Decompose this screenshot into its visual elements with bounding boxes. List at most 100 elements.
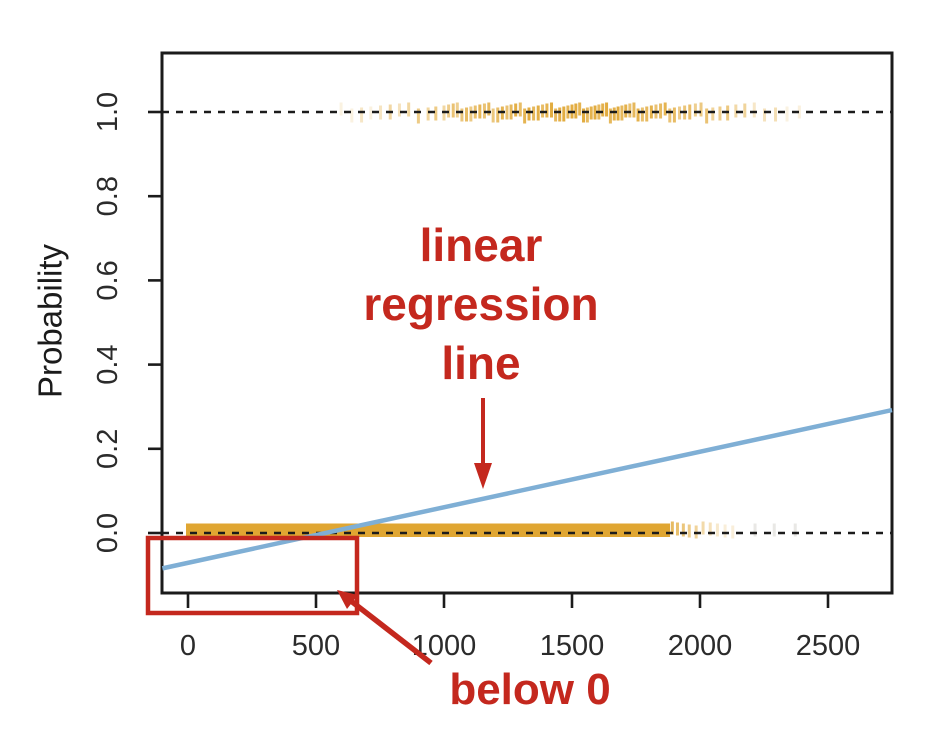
rug-tick-y1 <box>645 106 649 122</box>
rug-tick-y1 <box>636 108 640 122</box>
rug-tick-y1 <box>699 102 703 117</box>
rug-tick-y1 <box>532 106 536 121</box>
regression-annotation-label: linear regression line <box>363 216 598 393</box>
rug-tick-y0 <box>675 522 679 536</box>
rug-tick-y1 <box>514 103 518 117</box>
x-axis-tick-label: 0 <box>180 630 196 662</box>
rug-tick-y1 <box>693 103 697 117</box>
rug-tick-y1 <box>505 105 509 120</box>
rug-tick-y1 <box>612 107 616 121</box>
rug-tick-y1 <box>518 102 522 117</box>
regression-arrow <box>474 398 492 489</box>
rug-tick-y1 <box>593 105 597 120</box>
rug-tick-y1 <box>785 106 789 122</box>
rug-tick-y1 <box>672 107 676 123</box>
rug-tick-y1 <box>663 102 667 116</box>
rug-tick-y1 <box>659 103 663 119</box>
rug-tick-y1 <box>608 108 612 124</box>
rug-tick-y0 <box>723 524 727 538</box>
x-axis-tick-label: 2000 <box>668 630 733 662</box>
rug-tick-y0 <box>701 521 705 535</box>
x-axis-tick-label: 1500 <box>540 630 605 662</box>
rug-tick-y1 <box>718 106 722 121</box>
rug-tick-y1 <box>509 104 513 120</box>
below-zero-annotation-label: below 0 <box>449 664 611 714</box>
rug-tick-y1 <box>574 103 578 119</box>
rug-tick-y1 <box>469 106 473 122</box>
rug-tick-y0 <box>681 523 685 537</box>
rug-tick-y1 <box>465 107 469 122</box>
rug-tick-y1 <box>632 102 636 118</box>
rug-tick-y1 <box>589 106 593 120</box>
rug-tick-y1 <box>339 102 343 116</box>
rug-tick-y1 <box>743 103 747 118</box>
rug-tick-y1 <box>640 107 644 122</box>
rug-tick-y1 <box>397 103 401 117</box>
rug-tick-y1 <box>360 107 364 123</box>
rug-band-y0 <box>186 523 671 537</box>
regression-annotation-line2: regression <box>363 278 599 330</box>
rug-tick-y1 <box>451 103 455 118</box>
rug-tick-y0 <box>708 522 712 536</box>
y-axis-tick-label: 0.6 <box>92 260 124 300</box>
rug-tick-y1 <box>434 106 438 121</box>
rug-tick-y1 <box>688 104 692 120</box>
regression-line <box>161 407 893 571</box>
rug-tick-y0-faint <box>753 523 757 537</box>
rug-tick-y1 <box>628 103 632 118</box>
plot-border <box>160 51 894 595</box>
rug-tick-y1 <box>705 108 709 124</box>
rug-tick-y1 <box>578 102 582 116</box>
rug-tick-y1 <box>774 107 778 122</box>
rug-tick-y1 <box>797 105 801 119</box>
rug-tick-y1 <box>605 102 609 117</box>
rug-tick-y1 <box>487 102 491 116</box>
regression-annotation-line3: line <box>441 337 521 389</box>
rug-tick-y1 <box>478 104 482 119</box>
y-axis-tick-label: 0.4 <box>92 344 124 384</box>
rug-tick-y1 <box>620 105 624 121</box>
rug-tick-y1 <box>536 105 540 121</box>
rug-tick-y1 <box>562 106 566 122</box>
rug-tick-y1 <box>616 106 620 121</box>
y-axis-title: Probability <box>32 243 69 398</box>
rug-tick-y1 <box>711 107 715 121</box>
rug-tick-y1 <box>752 102 756 118</box>
rug-tick-y0 <box>670 521 674 535</box>
rug-tick-y1 <box>350 108 354 123</box>
y-axis-tick-label: 0.2 <box>92 429 124 469</box>
rug-tick-y1 <box>407 102 411 117</box>
y-axis-tick-label: 1.0 <box>92 92 124 132</box>
y-axis-tick-label: 0.8 <box>92 176 124 216</box>
rug-tick-y1 <box>734 104 738 118</box>
rug-tick-y1 <box>582 108 586 123</box>
rug-tick-y1 <box>523 108 527 124</box>
rug-tick-y1 <box>369 106 373 120</box>
rug-tick-y1 <box>550 102 554 118</box>
below-zero-arrow <box>337 590 433 666</box>
rug-tick-y0-faint <box>793 523 797 537</box>
rug-tick-y0 <box>687 524 691 538</box>
rug-tick-y1 <box>566 105 570 119</box>
rug-tick-y1 <box>668 108 672 123</box>
regression-annotation-line1: linear <box>419 219 543 271</box>
rug-tick-y1 <box>678 106 682 120</box>
rug-tick-y1 <box>426 107 430 121</box>
rug-tick-y0 <box>731 525 735 539</box>
rug-tick-y1 <box>554 108 558 122</box>
x-axis-tick-label: 500 <box>292 630 340 662</box>
rug-tick-y1 <box>491 108 495 123</box>
rug-tick-y1 <box>601 103 605 117</box>
rug-tick-y1 <box>416 108 420 124</box>
rug-tick-y0-faint <box>772 523 776 537</box>
y-axis-tick-label: 0.0 <box>92 513 124 553</box>
rug-tick-y1 <box>460 108 464 122</box>
below-zero-highlight-box <box>145 535 360 616</box>
rug-tick-y1 <box>763 108 767 122</box>
rug-tick-y1 <box>455 102 459 118</box>
x-axis-tick-label: 2500 <box>796 630 861 662</box>
rug-tick-y1 <box>379 105 383 120</box>
